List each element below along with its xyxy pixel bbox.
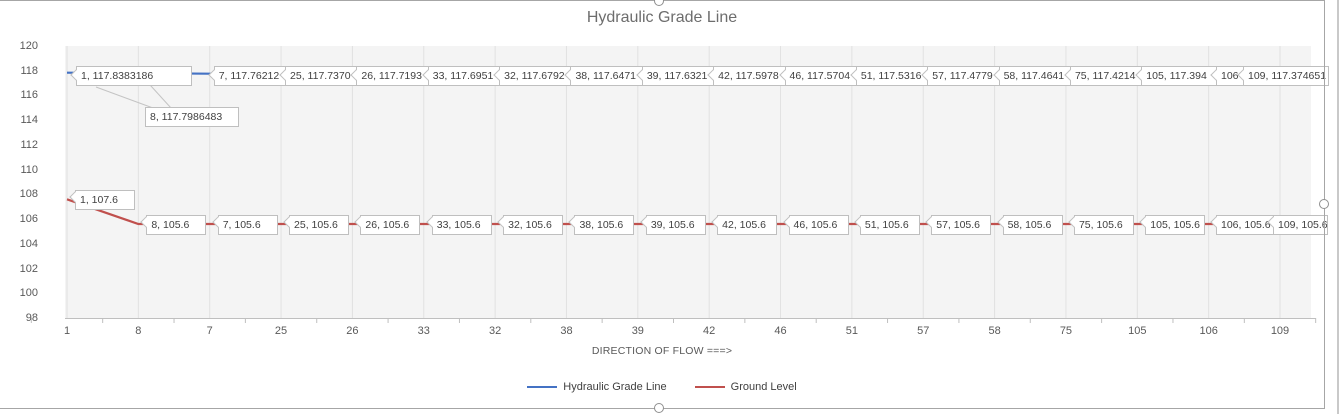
label-leader-line xyxy=(95,86,154,109)
data-label-hydraulic-grade-line-8[interactable]: 8, 117.7986483 xyxy=(145,107,239,127)
data-label-ground-level-58[interactable]: 58, 105.6 xyxy=(1002,215,1063,235)
x-axis-title[interactable]: DIRECTION OF FLOW ===> xyxy=(591,345,733,357)
data-label-hydraulic-grade-line-38[interactable]: 38, 117.6471 xyxy=(570,66,648,86)
y-tick-label: 112 xyxy=(20,138,38,151)
legend-item-hydraulic-grade-line[interactable]: Hydraulic Grade Line xyxy=(527,379,667,395)
y-tick-label: 100 xyxy=(19,287,38,300)
data-label-ground-level-26[interactable]: 26, 105.6 xyxy=(360,215,421,235)
x-tick-label: 51 xyxy=(845,325,858,337)
x-tick-label: 39 xyxy=(631,325,644,337)
x-tick-label: 57 xyxy=(917,325,930,337)
data-label-hydraulic-grade-line-42[interactable]: 42, 117.5978 xyxy=(713,66,791,86)
x-tick-label: 58 xyxy=(988,325,1001,337)
legend-item-ground-level[interactable]: Ground Level xyxy=(694,379,797,395)
data-label-hydraulic-grade-line-58[interactable]: 58, 117.4641 xyxy=(998,66,1076,86)
legend-swatch xyxy=(527,385,558,389)
y-tick-label: 110 xyxy=(20,163,38,176)
x-tick-label: 75 xyxy=(1059,325,1073,337)
chart-title[interactable]: Hydraulic Grade Line xyxy=(586,9,738,26)
legend-label: Ground Level xyxy=(730,381,797,393)
selection-handle-right[interactable] xyxy=(1319,199,1329,209)
x-tick-label: 8 xyxy=(135,325,142,337)
x-tick-label: 38 xyxy=(560,325,573,337)
data-label-hydraulic-grade-line-46[interactable]: 46, 117.5704 xyxy=(784,66,862,86)
x-tick-label: 7 xyxy=(206,325,213,337)
data-label-hydraulic-grade-line-26[interactable]: 26, 117.7193 xyxy=(356,66,434,86)
data-label-hydraulic-grade-line-109[interactable]: 109, 117.374651 xyxy=(1243,66,1329,86)
legend[interactable]: Hydraulic Grade Line Ground Level xyxy=(0,379,1324,395)
data-label-ground-level-33[interactable]: 33, 105.6 xyxy=(431,215,492,235)
data-label-hydraulic-grade-line-32[interactable]: 32, 117.6792 xyxy=(499,66,577,86)
x-tick-label: 42 xyxy=(703,325,716,337)
y-tick-label: 108 xyxy=(19,188,38,201)
data-label-ground-level-105[interactable]: 105, 105.6 xyxy=(1145,215,1206,235)
data-label-ground-level-7[interactable]: 7, 105.6 xyxy=(217,215,278,235)
y-tick-label: 104 xyxy=(19,237,38,250)
data-label-ground-level-57[interactable]: 57, 105.6 xyxy=(931,215,992,235)
x-tick-label: 25 xyxy=(274,325,288,337)
x-tick-label: 1 xyxy=(63,325,71,337)
data-label-ground-level-75[interactable]: 75, 105.6 xyxy=(1073,215,1134,235)
x-tick-label: 46 xyxy=(774,325,787,337)
window-right-edge xyxy=(1337,0,1339,414)
data-label-hydraulic-grade-line-7[interactable]: 7, 117.76212 xyxy=(213,66,291,86)
data-label-ground-level-25[interactable]: 25, 105.6 xyxy=(289,215,350,235)
data-label-hydraulic-grade-line-57[interactable]: 57, 117.4779 xyxy=(927,66,1005,86)
x-tick-label: 33 xyxy=(417,325,430,337)
y-tick-label: 120 xyxy=(19,40,38,52)
data-label-ground-level-109[interactable]: 109, 105.6 xyxy=(1273,215,1328,235)
y-tick-label: 116 xyxy=(20,89,38,102)
legend-label: Hydraulic Grade Line xyxy=(563,381,667,393)
data-label-ground-level-106[interactable]: 106, 105.6 xyxy=(1216,215,1277,235)
x-tick-label: 26 xyxy=(346,325,359,337)
data-label-ground-level-42[interactable]: 42, 105.6 xyxy=(717,215,778,235)
y-tick-label: 114 xyxy=(20,114,38,127)
data-label-hydraulic-grade-line-1[interactable]: 1, 117.8383186 xyxy=(76,66,192,86)
data-label-ground-level-46[interactable]: 46, 105.6 xyxy=(788,215,849,235)
legend-swatch xyxy=(694,385,725,389)
data-label-ground-level-32[interactable]: 32, 105.6 xyxy=(503,215,564,235)
x-tick-label: 106 xyxy=(1199,325,1218,337)
y-tick-label: 102 xyxy=(19,262,38,275)
data-label-ground-level-8[interactable]: 8, 105.6 xyxy=(146,215,207,235)
data-label-hydraulic-grade-line-75[interactable]: 75, 117.4214 xyxy=(1069,66,1147,86)
data-label-hydraulic-grade-line-39[interactable]: 39, 117.6321 xyxy=(641,66,719,86)
data-label-hydraulic-grade-line-33[interactable]: 33, 117.6951 xyxy=(427,66,505,86)
x-tick-label: 32 xyxy=(488,325,502,337)
x-tick-label: 109 xyxy=(1270,325,1290,337)
data-label-hydraulic-grade-line-25[interactable]: 25, 117.7370 xyxy=(285,66,363,86)
data-label-ground-level-39[interactable]: 39, 105.6 xyxy=(645,215,706,235)
y-tick-label: 106 xyxy=(19,213,38,226)
data-label-ground-level-38[interactable]: 38, 105.6 xyxy=(574,215,635,235)
data-label-hydraulic-grade-line-105[interactable]: 105, 117.394 xyxy=(1141,66,1219,86)
selection-handle-bottom[interactable] xyxy=(654,403,664,413)
y-tick-label: 118 xyxy=(20,64,38,77)
data-label-ground-level-1[interactable]: 1, 107.6 xyxy=(75,190,135,210)
x-tick-label: 105 xyxy=(1128,325,1147,337)
data-label-hydraulic-grade-line-51[interactable]: 51, 117.5316 xyxy=(855,66,933,86)
plot-background[interactable] xyxy=(65,46,1311,318)
selection-handle-top[interactable] xyxy=(654,0,664,6)
data-label-ground-level-51[interactable]: 51, 105.6 xyxy=(859,215,920,235)
y-tick-label: 98 xyxy=(25,312,38,324)
